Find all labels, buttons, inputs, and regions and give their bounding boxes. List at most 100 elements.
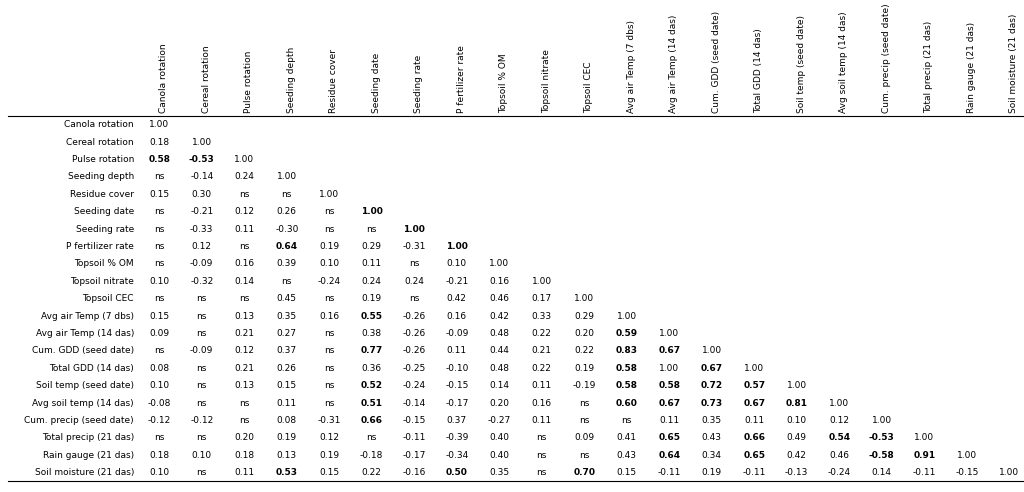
Text: 0.33: 0.33 [531, 311, 552, 321]
Text: -0.31: -0.31 [402, 242, 426, 251]
Text: 0.39: 0.39 [276, 259, 297, 269]
Text: 1.00: 1.00 [829, 399, 849, 407]
Text: Avg soil temp (14 das): Avg soil temp (14 das) [840, 11, 848, 113]
Text: Pulse rotation: Pulse rotation [72, 155, 134, 164]
Text: 0.43: 0.43 [701, 433, 722, 442]
Text: -0.19: -0.19 [572, 381, 596, 390]
Text: ns: ns [197, 294, 207, 303]
Text: Soil moisture (21 das): Soil moisture (21 das) [1010, 14, 1018, 113]
Text: Residue cover: Residue cover [330, 49, 338, 113]
Text: 0.16: 0.16 [234, 259, 254, 269]
Text: 0.43: 0.43 [616, 451, 637, 460]
Text: 0.27: 0.27 [276, 329, 297, 338]
Text: 0.19: 0.19 [319, 451, 339, 460]
Text: Avg air Temp (14 das): Avg air Temp (14 das) [670, 15, 678, 113]
Text: 0.46: 0.46 [829, 451, 849, 460]
Text: 0.40: 0.40 [489, 451, 509, 460]
Text: 1.00: 1.00 [574, 294, 594, 303]
Text: 0.72: 0.72 [700, 381, 723, 390]
Text: ns: ns [324, 329, 335, 338]
Text: Topsoil CEC: Topsoil CEC [83, 294, 134, 303]
Text: ns: ns [579, 416, 590, 425]
Text: 0.35: 0.35 [701, 416, 722, 425]
Text: Cum. GDD (seed date): Cum. GDD (seed date) [32, 346, 134, 355]
Text: 0.22: 0.22 [531, 364, 552, 373]
Text: Topsoil nitrate: Topsoil nitrate [70, 277, 134, 286]
Text: 0.55: 0.55 [360, 311, 383, 321]
Text: 1.00: 1.00 [744, 364, 764, 373]
Text: Rain gauge (21 das): Rain gauge (21 das) [967, 22, 976, 113]
Text: -0.25: -0.25 [402, 364, 426, 373]
Text: ns: ns [324, 294, 335, 303]
Text: 0.12: 0.12 [234, 346, 254, 355]
Text: 0.67: 0.67 [658, 346, 680, 355]
Text: 1.00: 1.00 [956, 451, 977, 460]
Text: ns: ns [282, 190, 292, 199]
Text: P fertilizer rate: P fertilizer rate [457, 45, 466, 113]
Text: -0.17: -0.17 [402, 451, 426, 460]
Text: 1.00: 1.00 [914, 433, 934, 442]
Text: 0.48: 0.48 [489, 364, 509, 373]
Text: 0.19: 0.19 [701, 468, 722, 477]
Text: ns: ns [154, 294, 165, 303]
Text: 0.17: 0.17 [531, 294, 552, 303]
Text: 0.42: 0.42 [489, 311, 509, 321]
Text: 0.50: 0.50 [445, 468, 468, 477]
Text: ns: ns [154, 207, 165, 216]
Text: 0.15: 0.15 [319, 468, 339, 477]
Text: 0.11: 0.11 [531, 381, 552, 390]
Text: 0.45: 0.45 [276, 294, 297, 303]
Text: 0.12: 0.12 [829, 416, 849, 425]
Text: 0.18: 0.18 [150, 451, 169, 460]
Text: 0.10: 0.10 [786, 416, 807, 425]
Text: 0.29: 0.29 [361, 242, 382, 251]
Text: -0.11: -0.11 [742, 468, 766, 477]
Text: Seeding rate: Seeding rate [415, 55, 423, 113]
Text: 1.00: 1.00 [659, 364, 679, 373]
Text: -0.13: -0.13 [785, 468, 808, 477]
Text: 0.20: 0.20 [489, 399, 509, 407]
Text: ns: ns [154, 172, 165, 182]
Text: 0.16: 0.16 [446, 311, 467, 321]
Text: 0.11: 0.11 [361, 259, 382, 269]
Text: 0.51: 0.51 [360, 399, 383, 407]
Text: Total precip (21 das): Total precip (21 das) [925, 21, 933, 113]
Text: 0.40: 0.40 [489, 433, 509, 442]
Text: -0.53: -0.53 [869, 433, 895, 442]
Text: Total GDD (14 das): Total GDD (14 das) [755, 28, 763, 113]
Text: 0.65: 0.65 [658, 433, 680, 442]
Text: 0.08: 0.08 [276, 416, 297, 425]
Text: 0.12: 0.12 [234, 207, 254, 216]
Text: 0.37: 0.37 [276, 346, 297, 355]
Text: -0.18: -0.18 [360, 451, 383, 460]
Text: 1.00: 1.00 [659, 329, 679, 338]
Text: 0.16: 0.16 [531, 399, 552, 407]
Text: 0.73: 0.73 [700, 399, 723, 407]
Text: 0.21: 0.21 [234, 329, 254, 338]
Text: 0.67: 0.67 [700, 364, 723, 373]
Text: 0.11: 0.11 [234, 468, 254, 477]
Text: 0.49: 0.49 [786, 433, 807, 442]
Text: -0.21: -0.21 [445, 277, 468, 286]
Text: 0.22: 0.22 [531, 329, 552, 338]
Text: 0.42: 0.42 [786, 451, 807, 460]
Text: 0.83: 0.83 [615, 346, 638, 355]
Text: Seeding date: Seeding date [74, 207, 134, 216]
Text: 0.13: 0.13 [276, 451, 297, 460]
Text: 0.66: 0.66 [360, 416, 383, 425]
Text: 0.09: 0.09 [574, 433, 594, 442]
Text: Soil moisture (21 das): Soil moisture (21 das) [35, 468, 134, 477]
Text: 0.57: 0.57 [743, 381, 765, 390]
Text: 0.08: 0.08 [150, 364, 169, 373]
Text: ns: ns [239, 416, 250, 425]
Text: -0.32: -0.32 [190, 277, 213, 286]
Text: Cum. GDD (seed date): Cum. GDD (seed date) [712, 11, 721, 113]
Text: Seeding depth: Seeding depth [68, 172, 134, 182]
Text: 0.15: 0.15 [150, 311, 169, 321]
Text: Avg soil temp (14 das): Avg soil temp (14 das) [33, 399, 134, 407]
Text: ns: ns [239, 190, 250, 199]
Text: 1.00: 1.00 [150, 120, 169, 129]
Text: 1.00: 1.00 [999, 468, 1019, 477]
Text: ns: ns [239, 294, 250, 303]
Text: -0.08: -0.08 [147, 399, 171, 407]
